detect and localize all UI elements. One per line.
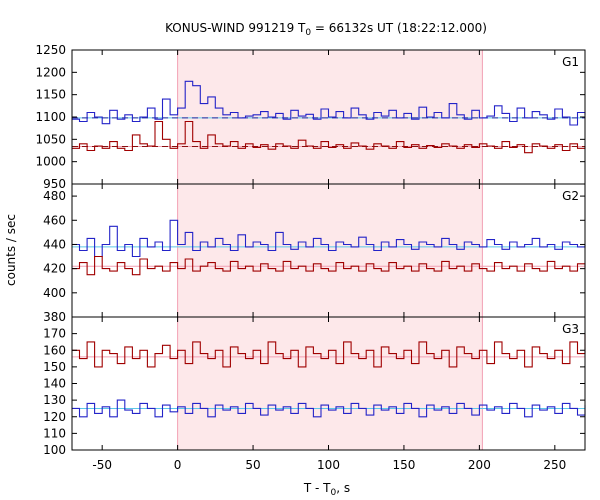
chart-title: KONUS-WIND 991219 T0 = 66132s UT (18:22:…	[165, 21, 487, 38]
chart-title-main: KONUS-WIND 991219 T	[165, 21, 306, 35]
y-tick-label: 380	[43, 310, 66, 324]
y-tick-label: 100	[43, 443, 66, 457]
y-tick-label: 130	[43, 393, 66, 407]
panel-g2: 380 400 420 440 460 480 G2	[43, 183, 586, 324]
series-blue-line	[72, 399, 586, 418]
x-tick-label: 250	[543, 458, 566, 472]
series-red-line	[72, 333, 586, 368]
panels-group: 950100010501100115012001250G138040042044…	[35, 43, 586, 472]
y-tick-label: 150	[43, 360, 66, 374]
y-tick-label: 460	[43, 213, 66, 227]
x-axis-label-main: T - T	[303, 481, 331, 495]
x-axis-label-subscript: 0	[331, 488, 337, 498]
y-tick-label: 440	[43, 237, 66, 251]
y-tick-label: 120	[43, 410, 66, 424]
y-tick-label: 1000	[35, 155, 66, 169]
y-axis-label: counts / sec	[4, 214, 18, 286]
y-tick-label: 400	[43, 286, 66, 300]
x-axis-label-rest: , s	[336, 481, 350, 495]
x-tick-label: 200	[468, 458, 491, 472]
x-tick-labels: -50 0 50 100 150 200 250	[92, 458, 566, 472]
y-tick-label: 170	[43, 327, 66, 341]
x-tick-label: 0	[174, 458, 182, 472]
x-tick-label: 150	[392, 458, 415, 472]
x-tick-label: 100	[317, 458, 340, 472]
panel-g1: 950 1000 1050 1100 1150 1200 1250 G1	[35, 43, 586, 191]
y-tick-label: 950	[43, 177, 66, 191]
x-axis-label: T - T0, s	[303, 481, 350, 498]
panel-g3: 100 110 120 130 140 150 160 170 G3	[43, 316, 586, 457]
panel-label-g1: G1	[562, 55, 579, 69]
series-red-line	[72, 120, 586, 154]
chart-title-rest: = 66132s UT (18:22:12.000)	[311, 21, 487, 35]
chart-title-subscript: 0	[305, 28, 311, 38]
panel-label-g3: G3	[562, 322, 579, 336]
y-tick-label: 1250	[35, 43, 66, 57]
y-tick-label: 1050	[35, 132, 66, 146]
panel-label-g2: G2	[562, 189, 579, 203]
series-blue-line	[72, 219, 586, 258]
y-tick-label: 160	[43, 343, 66, 357]
x-tick-label: -50	[92, 458, 112, 472]
y-tick-label: 1200	[35, 65, 66, 79]
y-tick-label: 1100	[35, 110, 66, 124]
x-tick-label: 50	[245, 458, 260, 472]
highlight-interval	[177, 317, 483, 450]
y-tick-label: 110	[43, 426, 66, 440]
series-blue-line	[72, 80, 586, 126]
y-tick-label: 140	[43, 377, 66, 391]
series-red-line	[72, 255, 586, 276]
y-tick-label: 1150	[35, 88, 66, 102]
y-tick-label: 420	[43, 262, 66, 276]
y-tick-label: 480	[43, 189, 66, 203]
